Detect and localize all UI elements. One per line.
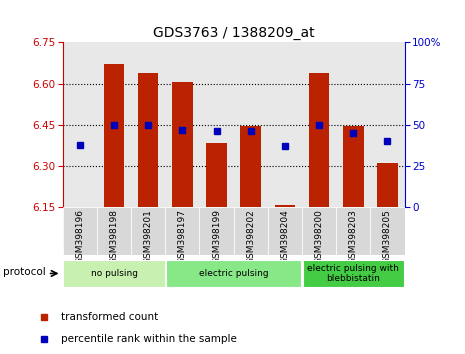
FancyBboxPatch shape: [97, 207, 131, 255]
Bar: [70, 206, 90, 207]
FancyBboxPatch shape: [165, 207, 199, 255]
Text: electric pulsing with
blebbistatin: electric pulsing with blebbistatin: [307, 264, 399, 283]
Text: no pulsing: no pulsing: [91, 269, 138, 278]
Bar: [370, 42, 405, 207]
Text: GSM398202: GSM398202: [246, 210, 255, 264]
FancyBboxPatch shape: [303, 260, 404, 287]
Bar: [309, 73, 329, 207]
Bar: [343, 126, 364, 207]
Text: GSM398205: GSM398205: [383, 210, 392, 264]
Bar: [233, 42, 268, 207]
Bar: [165, 42, 199, 207]
Text: GSM398199: GSM398199: [212, 210, 221, 264]
FancyBboxPatch shape: [63, 260, 165, 287]
Text: transformed count: transformed count: [61, 312, 158, 322]
Text: percentile rank within the sample: percentile rank within the sample: [61, 334, 237, 344]
Bar: [172, 82, 193, 207]
Text: GSM398197: GSM398197: [178, 210, 187, 264]
Text: GSM398204: GSM398204: [280, 210, 289, 264]
FancyBboxPatch shape: [370, 207, 405, 255]
FancyBboxPatch shape: [166, 260, 301, 287]
FancyBboxPatch shape: [268, 207, 302, 255]
FancyBboxPatch shape: [233, 207, 268, 255]
Bar: [275, 205, 295, 207]
Text: GSM398196: GSM398196: [75, 210, 84, 264]
Text: GSM398200: GSM398200: [315, 210, 324, 264]
FancyBboxPatch shape: [336, 207, 370, 255]
FancyBboxPatch shape: [199, 207, 233, 255]
Bar: [302, 42, 336, 207]
Text: GSM398203: GSM398203: [349, 210, 358, 264]
Title: GDS3763 / 1388209_at: GDS3763 / 1388209_at: [153, 26, 314, 40]
FancyBboxPatch shape: [131, 207, 165, 255]
Bar: [336, 42, 370, 207]
Bar: [377, 163, 398, 207]
Bar: [97, 42, 131, 207]
Text: GSM398201: GSM398201: [144, 210, 153, 264]
Bar: [104, 64, 124, 207]
Text: GSM398198: GSM398198: [110, 210, 119, 264]
FancyBboxPatch shape: [302, 207, 336, 255]
Bar: [138, 73, 159, 207]
Bar: [240, 126, 261, 207]
Bar: [199, 42, 233, 207]
Bar: [131, 42, 165, 207]
Bar: [63, 42, 97, 207]
Text: protocol: protocol: [3, 267, 46, 277]
FancyBboxPatch shape: [63, 207, 97, 255]
Bar: [268, 42, 302, 207]
Text: electric pulsing: electric pulsing: [199, 269, 268, 278]
Bar: [206, 143, 227, 207]
